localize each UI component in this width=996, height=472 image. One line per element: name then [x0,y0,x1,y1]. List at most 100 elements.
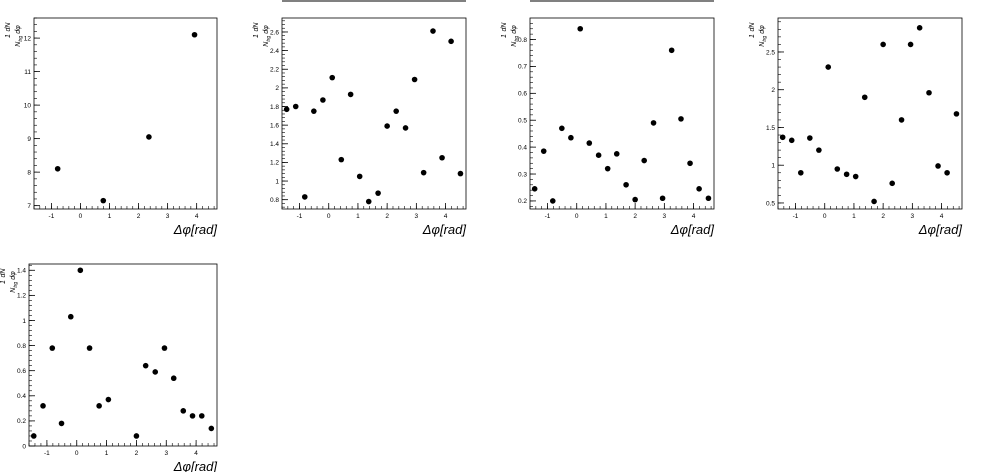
x-tick-label: 3 [911,213,915,220]
data-point [191,31,198,38]
y-tick-label: 7 [27,203,31,210]
data-point [86,345,93,351]
x-tick-label: 1 [105,450,109,457]
y-tick-label: 0.2 [518,198,527,205]
x-tick-label: 2 [135,450,139,457]
data-point [678,116,684,122]
x-axis-title: Δφ[rad] [422,222,467,237]
y-tick-label: 12 [24,35,32,42]
x-tick-label: 4 [692,213,696,220]
plot-frame [33,17,218,210]
data-point [96,403,102,409]
data-point [54,165,61,172]
data-point [559,125,565,132]
data-point [329,74,336,81]
y-title-denominator: Ntrg dφ [15,25,24,47]
y-tick-label: 2.2 [270,67,279,74]
y-tick-label: 0.5 [518,118,527,125]
y-tick-label: 1.6 [270,122,279,129]
y-tick-label: 8 [27,169,31,176]
data-point [208,425,215,432]
data-point [944,169,950,176]
y-title-denominator: Ntrg dφ [10,271,19,293]
y-title-dN: dN [5,22,12,32]
data-point [531,186,538,192]
data-point [577,25,584,32]
y-title-denominator: Ntrg dφ [759,25,768,47]
y-title-sub: trg [266,36,272,42]
data-point [549,198,556,204]
x-tick-label: -1 [49,213,55,220]
data-point [146,134,152,140]
y-title-numerator-1: 1 [253,34,260,38]
y-tick-label: 1 [22,318,26,325]
y-tick-label: 0.2 [17,418,26,425]
y-tick-label: 0.4 [17,393,26,400]
plot-frame [281,17,467,210]
x-tick-label: -1 [793,213,799,220]
y-title-N: N [511,41,518,47]
data-point [852,173,859,180]
plot-frame [529,17,715,210]
data-point [67,313,74,320]
plot-frame [28,263,218,447]
y-tick-label: 1.2 [17,293,26,300]
y-tick-label: 0.5 [766,200,775,207]
x-tick-label: 1 [852,213,856,220]
data-point [411,76,418,83]
x-axis-title: Δφ[rad] [918,222,963,237]
y-title-dN: dN [501,22,508,32]
data-point [347,91,354,98]
data-point [100,197,107,204]
data-point [301,194,308,200]
data-point [595,152,602,158]
data-point [696,186,702,192]
y-tick-label: 2.6 [270,29,279,36]
y-title-sub: trg [762,36,768,42]
x-tick-label: 4 [940,213,944,220]
x-tick-label: 4 [444,213,448,220]
data-point [825,64,832,70]
y-tick-label: 10 [24,102,32,109]
x-tick-label: 0 [75,450,79,457]
y-tick-label: 2 [275,85,279,92]
x-tick-label: 0 [327,213,331,220]
y-tick-label: 2 [771,87,775,94]
x-tick-label: 4 [194,450,198,457]
data-point [430,28,436,34]
data-point [843,171,850,178]
y-tick-label: 1.2 [270,160,279,167]
y-title-dphi: dφ [759,25,766,34]
y-title-denominator: Ntrg dφ [263,25,272,47]
x-tick-label: 1 [356,213,360,220]
y-tick-label: 0 [22,443,26,450]
x-axis-title: Δφ[rad] [670,222,715,237]
y-title-dphi: dφ [15,25,22,34]
x-tick-label: 2 [137,213,141,220]
y-title-N: N [15,41,22,47]
plot-frame [777,17,963,210]
x-tick-label: 3 [663,213,667,220]
data-point [420,169,427,176]
x-tick-label: 0 [823,213,827,220]
data-point [907,41,914,48]
data-point [58,420,65,427]
y-title-dphi: dφ [263,25,270,34]
data-point [40,403,46,409]
x-tick-label: 3 [164,450,168,457]
data-point [292,103,299,110]
y-tick-label: 9 [27,136,31,143]
y-title-sub: trg [18,36,24,42]
x-tick-label: -1 [545,213,551,220]
data-point [133,433,140,439]
data-point [641,157,647,164]
data-point [49,345,56,351]
y-title-N: N [263,41,270,47]
